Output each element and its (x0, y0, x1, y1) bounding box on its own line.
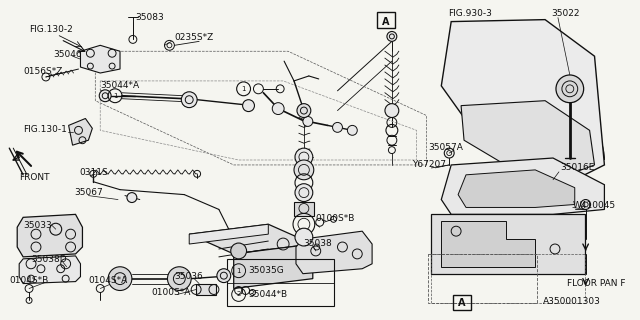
Text: FIG.130-1: FIG.130-1 (23, 125, 67, 134)
Text: Y67207: Y67207 (412, 160, 445, 170)
Circle shape (272, 103, 284, 115)
Polygon shape (461, 101, 595, 180)
Circle shape (295, 228, 313, 246)
Circle shape (385, 104, 399, 117)
Polygon shape (296, 231, 372, 274)
Bar (431, 214, 585, 274)
Circle shape (294, 160, 314, 180)
Text: 0235S*Z: 0235S*Z (174, 33, 214, 42)
Text: FLOOR PAN F: FLOOR PAN F (567, 279, 625, 288)
Text: 35044*A: 35044*A (100, 81, 140, 90)
Circle shape (580, 200, 591, 209)
Text: 35033: 35033 (23, 221, 52, 230)
Circle shape (99, 90, 111, 102)
Polygon shape (442, 20, 604, 185)
Text: 35016E: 35016E (560, 164, 595, 172)
Polygon shape (458, 170, 575, 207)
Text: 35036: 35036 (174, 272, 203, 281)
Text: 1: 1 (113, 93, 117, 99)
Text: W410045: W410045 (573, 201, 616, 210)
Text: FRONT: FRONT (19, 173, 50, 182)
Bar (227, 259, 333, 306)
Text: 0104S*B: 0104S*B (10, 276, 49, 285)
Polygon shape (189, 224, 313, 254)
Polygon shape (189, 224, 268, 244)
Text: 0100S*A: 0100S*A (152, 288, 191, 297)
Polygon shape (17, 214, 83, 257)
Text: 0311S: 0311S (79, 168, 108, 177)
Text: 0100S*B: 0100S*B (316, 214, 355, 223)
Circle shape (333, 123, 342, 132)
Circle shape (348, 125, 357, 135)
Polygon shape (19, 256, 81, 284)
Text: 2: 2 (236, 292, 241, 298)
Bar (428, 254, 537, 303)
Bar (431, 254, 585, 303)
Circle shape (127, 193, 137, 203)
Text: 35035G: 35035G (248, 266, 284, 275)
Text: 1: 1 (241, 86, 246, 92)
Text: 0104S*A: 0104S*A (88, 276, 127, 285)
Circle shape (217, 269, 231, 283)
Circle shape (108, 267, 132, 291)
Circle shape (168, 267, 191, 291)
Text: 35022: 35022 (551, 9, 580, 18)
Text: FIG.130-2: FIG.130-2 (29, 25, 73, 34)
Text: A350001303: A350001303 (543, 297, 601, 306)
Circle shape (231, 243, 246, 259)
Bar (453, 295, 471, 310)
Circle shape (243, 100, 255, 112)
Polygon shape (81, 45, 120, 73)
Text: 35038: 35038 (303, 238, 332, 248)
Circle shape (295, 184, 313, 202)
Text: FIG.930-3: FIG.930-3 (448, 9, 492, 18)
Circle shape (556, 75, 584, 103)
Text: 35046: 35046 (52, 50, 81, 59)
Text: 35038D: 35038D (31, 255, 67, 264)
Bar (294, 202, 314, 216)
Text: 35067: 35067 (74, 188, 103, 197)
Text: A: A (382, 17, 390, 27)
Circle shape (181, 92, 197, 108)
Text: 35044*B: 35044*B (248, 290, 287, 299)
Bar (196, 284, 216, 295)
Circle shape (387, 31, 397, 41)
Bar (377, 12, 395, 28)
Polygon shape (68, 118, 92, 145)
Text: 35083: 35083 (135, 13, 164, 22)
Text: 35057A: 35057A (428, 143, 463, 152)
Text: 1: 1 (236, 268, 241, 274)
Text: A: A (458, 298, 466, 308)
Circle shape (295, 148, 313, 166)
Polygon shape (442, 221, 535, 267)
Circle shape (297, 104, 311, 117)
Polygon shape (442, 158, 604, 214)
Circle shape (303, 116, 313, 126)
Polygon shape (234, 244, 313, 289)
Text: 0156S*Z: 0156S*Z (23, 67, 63, 76)
